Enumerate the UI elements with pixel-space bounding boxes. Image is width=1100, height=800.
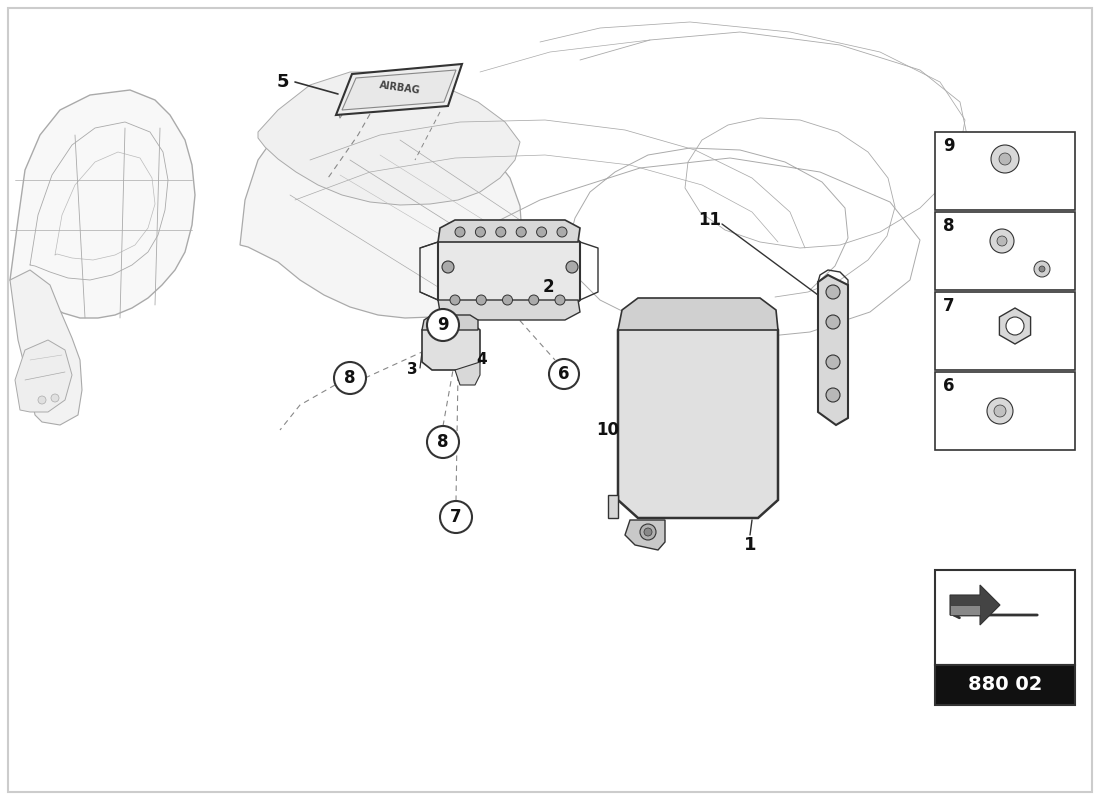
Text: AIRBAG: AIRBAG <box>378 80 421 96</box>
Polygon shape <box>818 275 848 425</box>
Circle shape <box>51 394 59 402</box>
Polygon shape <box>438 228 580 314</box>
Circle shape <box>1006 317 1024 335</box>
Circle shape <box>640 524 656 540</box>
Text: 4: 4 <box>476 353 487 367</box>
Polygon shape <box>608 495 618 518</box>
Polygon shape <box>455 362 480 385</box>
Polygon shape <box>950 585 1000 625</box>
Text: 7: 7 <box>943 297 955 315</box>
Circle shape <box>39 396 46 404</box>
Circle shape <box>826 355 840 369</box>
Text: 8: 8 <box>944 217 955 235</box>
Circle shape <box>556 295 565 305</box>
Circle shape <box>1040 266 1045 272</box>
Polygon shape <box>1000 308 1031 344</box>
Polygon shape <box>618 312 778 518</box>
Circle shape <box>496 227 506 237</box>
Circle shape <box>537 227 547 237</box>
Text: 10: 10 <box>596 421 619 439</box>
Circle shape <box>450 295 460 305</box>
Circle shape <box>826 315 840 329</box>
Circle shape <box>826 285 840 299</box>
Circle shape <box>427 426 459 458</box>
Bar <box>935 212 1075 290</box>
Circle shape <box>427 309 459 341</box>
Circle shape <box>987 398 1013 424</box>
Text: 1: 1 <box>744 536 757 554</box>
Text: 11: 11 <box>698 211 722 229</box>
Text: 6: 6 <box>558 365 570 383</box>
Circle shape <box>557 227 566 237</box>
Polygon shape <box>258 72 520 205</box>
Circle shape <box>455 227 465 237</box>
Text: 880 02: 880 02 <box>968 675 1042 694</box>
Polygon shape <box>336 64 462 115</box>
Text: 8: 8 <box>438 433 449 451</box>
Text: 7: 7 <box>450 508 462 526</box>
Polygon shape <box>240 95 522 318</box>
Circle shape <box>476 295 486 305</box>
Circle shape <box>475 227 485 237</box>
Polygon shape <box>422 322 480 370</box>
Circle shape <box>999 153 1011 165</box>
Bar <box>935 292 1075 370</box>
Bar <box>935 665 1075 705</box>
Circle shape <box>566 261 578 273</box>
Circle shape <box>529 295 539 305</box>
Polygon shape <box>422 315 478 330</box>
Text: 9: 9 <box>943 137 955 155</box>
Polygon shape <box>342 70 456 110</box>
Circle shape <box>442 261 454 273</box>
Text: 3: 3 <box>407 362 417 378</box>
Circle shape <box>994 405 1006 417</box>
Circle shape <box>503 295 513 305</box>
Circle shape <box>991 145 1019 173</box>
Circle shape <box>440 501 472 533</box>
Circle shape <box>516 227 526 237</box>
Polygon shape <box>438 220 580 242</box>
Polygon shape <box>10 270 82 425</box>
Circle shape <box>644 528 652 536</box>
Polygon shape <box>950 605 980 615</box>
Polygon shape <box>438 300 580 320</box>
Bar <box>935 132 1075 210</box>
Text: 6: 6 <box>944 377 955 395</box>
Bar <box>935 570 1075 665</box>
Circle shape <box>549 359 579 389</box>
Circle shape <box>990 229 1014 253</box>
Bar <box>935 372 1075 450</box>
Text: 2: 2 <box>542 278 553 296</box>
Polygon shape <box>618 298 778 330</box>
Polygon shape <box>625 520 666 550</box>
Circle shape <box>997 236 1006 246</box>
Circle shape <box>826 388 840 402</box>
Text: 9: 9 <box>437 316 449 334</box>
Circle shape <box>334 362 366 394</box>
Text: 8: 8 <box>344 369 355 387</box>
Polygon shape <box>10 90 195 318</box>
Circle shape <box>1034 261 1050 277</box>
Text: 5: 5 <box>277 73 289 91</box>
Polygon shape <box>15 340 72 412</box>
